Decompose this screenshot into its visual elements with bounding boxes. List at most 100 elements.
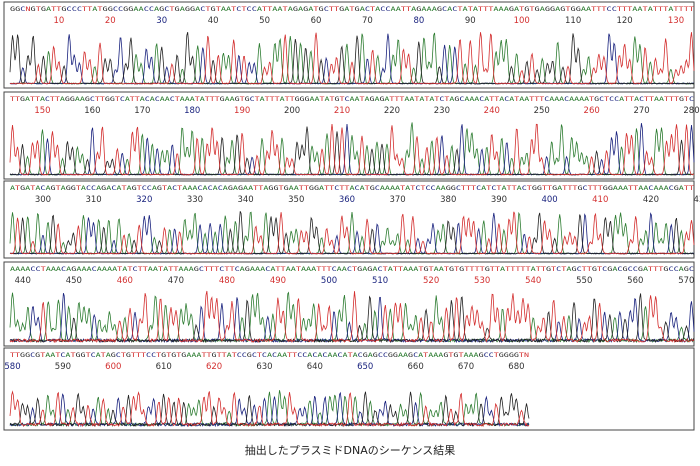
base-call: A — [150, 95, 155, 103]
trace-t — [9, 390, 530, 428]
base-call-row: TTGATTACTTAGGAAGCTTGGTCATTACACAACTAAATAT… — [10, 95, 694, 103]
tick-label: 570 — [678, 276, 694, 286]
base-call: A — [344, 5, 349, 13]
base-call: C — [633, 265, 638, 273]
base-call: G — [220, 95, 225, 103]
tick-label: 630 — [256, 362, 272, 372]
base-call: A — [10, 265, 15, 273]
base-call: A — [270, 265, 275, 273]
base-call: A — [632, 5, 637, 13]
tick-label: 650 — [357, 362, 373, 372]
base-call: A — [413, 265, 418, 273]
base-call: A — [192, 184, 197, 192]
base-call: C — [20, 5, 25, 13]
base-call: T — [100, 95, 105, 103]
base-call: G — [423, 265, 428, 273]
tick-label: 580 — [4, 362, 20, 372]
base-call: C — [60, 351, 65, 359]
base-call: A — [579, 95, 584, 103]
base-call: A — [421, 5, 426, 13]
base-call: G — [123, 5, 128, 13]
base-call: G — [437, 5, 442, 13]
base-call: A — [75, 95, 80, 103]
base-call: T — [658, 265, 663, 273]
base-call: T — [457, 5, 462, 13]
base-call: T — [684, 184, 689, 192]
trace-t — [9, 32, 695, 85]
base-call: A — [184, 265, 189, 273]
base-call: T — [265, 95, 270, 103]
tick-label: 460 — [117, 276, 133, 286]
base-call: T — [541, 265, 546, 273]
tick-label: 150 — [34, 106, 50, 116]
base-call: A — [433, 351, 438, 359]
base-call: A — [282, 351, 287, 359]
base-call: G — [175, 5, 180, 13]
base-call: T — [40, 351, 45, 359]
tick-label: 600 — [105, 362, 121, 372]
base-call: C — [200, 5, 205, 13]
base-call: A — [441, 184, 446, 192]
tick-label: 370 — [389, 195, 405, 205]
base-call: C — [120, 95, 125, 103]
tick-label: 110 — [565, 16, 581, 26]
base-call: A — [418, 351, 423, 359]
base-call: A — [474, 95, 479, 103]
base-call: T — [285, 95, 290, 103]
tick-label: 410 — [592, 195, 608, 205]
base-call: C — [322, 351, 327, 359]
base-call: C — [544, 95, 549, 103]
base-call: T — [270, 95, 275, 103]
base-call: T — [567, 184, 572, 192]
base-call: T — [290, 95, 295, 103]
base-call: A — [501, 184, 506, 192]
base-call: A — [153, 265, 158, 273]
base-call: G — [15, 5, 20, 13]
base-call: A — [223, 184, 228, 192]
base-call: T — [582, 265, 587, 273]
base-call: A — [569, 95, 574, 103]
base-call: C — [30, 265, 35, 273]
base-call: A — [106, 184, 111, 192]
base-call: A — [372, 265, 377, 273]
base-call: C — [312, 351, 317, 359]
base-call: C — [439, 95, 444, 103]
base-call: A — [187, 184, 192, 192]
base-call: T — [136, 351, 141, 359]
base-call: C — [607, 5, 612, 13]
base-call: T — [168, 265, 173, 273]
base-call: A — [342, 265, 347, 273]
base-call: C — [431, 184, 436, 192]
base-call: T — [587, 265, 592, 273]
base-call: T — [201, 351, 206, 359]
base-call: T — [399, 95, 404, 103]
base-call: C — [452, 5, 457, 13]
base-call: G — [245, 265, 250, 273]
base-call: C — [67, 5, 72, 13]
base-call: A — [427, 5, 432, 13]
tick-label: 130 — [668, 16, 684, 26]
base-call: A — [332, 351, 337, 359]
base-call: A — [288, 5, 293, 13]
base-call: A — [227, 351, 232, 359]
base-call: G — [370, 184, 375, 192]
base-call: C — [602, 265, 607, 273]
base-call: T — [410, 184, 415, 192]
base-call: T — [370, 5, 375, 13]
base-call: G — [571, 5, 576, 13]
base-call: G — [159, 5, 164, 13]
base-call: A — [500, 265, 505, 273]
base-call: G — [373, 351, 378, 359]
base-call: A — [163, 265, 168, 273]
base-call: A — [46, 265, 51, 273]
base-call: T — [565, 5, 570, 13]
base-call: G — [379, 95, 384, 103]
base-call: A — [92, 5, 97, 13]
tick-label: 190 — [234, 106, 250, 116]
base-call: A — [380, 184, 385, 192]
base-call: A — [481, 184, 486, 192]
base-call: T — [255, 95, 260, 103]
base-call: T — [643, 5, 648, 13]
base-call: A — [438, 351, 443, 359]
base-call: A — [189, 265, 194, 273]
